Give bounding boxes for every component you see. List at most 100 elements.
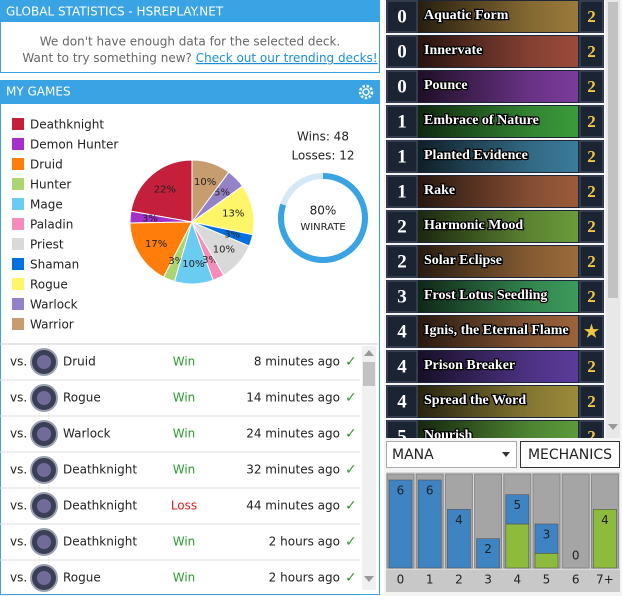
card-art-shade (418, 246, 578, 277)
class-name: Warlock (63, 427, 111, 441)
deck-list: 0 Aquatic Form 2 0 Innervate 2 0 Pounce 2 1 Embrac… (386, 0, 604, 453)
legend-label: Warlock (30, 298, 78, 312)
message: We don't have enough data for the select… (40, 35, 340, 49)
game-row[interactable]: vs. Rogue Win 2 hours ago ✓ (0, 564, 360, 596)
mana-cost: 6 (572, 573, 580, 587)
count-box (579, 350, 604, 383)
count-box (579, 140, 604, 173)
legend-swatch (12, 238, 24, 250)
count-box (579, 105, 604, 138)
winrate-value: 80% (310, 204, 337, 218)
deck-scrollbar[interactable] (606, 0, 620, 438)
check: ✓ (345, 534, 357, 550)
class-name: Rogue (63, 571, 101, 585)
game-row[interactable]: vs. Deathknight Win 32 minutes ago ✓ (0, 456, 360, 489)
dropdown-label: MANA (392, 447, 434, 463)
card-count: 2 (587, 182, 596, 201)
losses: Losses: 12 (291, 149, 354, 163)
card-count: 2 (587, 77, 596, 96)
card-row[interactable]: 2 Harmonic Mood 2 (386, 210, 604, 243)
legend-label: Deathknight (30, 118, 104, 132)
mana-bar (447, 509, 471, 569)
check: ✓ (345, 570, 357, 586)
game-row[interactable]: vs. Deathknight Loss 44 minutes ago ✓ (0, 492, 360, 525)
legend-swatch (12, 198, 24, 210)
games-header (0, 80, 380, 104)
time: 8 minutes ago (254, 355, 340, 369)
games-scrollbar[interactable] (362, 346, 376, 590)
legend-swatch (12, 138, 24, 150)
card-count: 2 (587, 252, 596, 271)
card-art-shade (418, 176, 578, 207)
count-box (579, 280, 604, 313)
card-art-shade (418, 316, 578, 347)
mana-dropdown[interactable]: MANA (386, 441, 517, 468)
mana-count: 6 (426, 484, 434, 498)
card-row[interactable]: 1 Planted Evidence 2 (386, 140, 604, 173)
card-row[interactable]: 5 Nourish 2 (386, 420, 604, 453)
card-row[interactable]: 1 Rake 2 (386, 175, 604, 208)
game-row[interactable]: vs. Rogue Win 14 minutes ago ✓ (0, 384, 360, 417)
card-name: Nourish (424, 428, 472, 443)
count-box (579, 70, 604, 103)
check: ✓ (345, 498, 357, 514)
mechanics-button[interactable]: MECHANICS (520, 441, 620, 468)
card-name: Solar Eclipse (424, 253, 502, 268)
slice-label: 3% (224, 230, 240, 241)
class-icon-inner (37, 391, 51, 405)
slice-label: 5% (214, 187, 230, 198)
card-count: 2 (587, 217, 596, 236)
card-row[interactable]: 0 Aquatic Form 2 (386, 0, 604, 33)
global-title: GLOBAL STATISTICS - HSREPLAY.NET (6, 5, 224, 19)
card-name: Pounce (424, 78, 468, 93)
trending-link[interactable]: Check out our trending decks! (196, 51, 378, 65)
result: Win (173, 355, 196, 369)
card-row[interactable]: 2 Solar Eclipse 2 (386, 245, 604, 278)
legend-swatch (12, 178, 24, 190)
mana-count: 3 (543, 528, 551, 542)
winrate-caption: WINRATE (300, 222, 345, 233)
count-box (579, 245, 604, 278)
cost-box (386, 245, 418, 278)
slice-label: 10% (194, 177, 216, 188)
mana-bar (505, 523, 530, 569)
games-list: vs. Druid Win 8 minutes ago ✓ vs. Rogue Win 14 m… (0, 348, 360, 596)
card-row[interactable]: 4 Prison Breaker 2 (386, 350, 604, 383)
result: Win (173, 427, 196, 441)
card-row[interactable]: 3 Frost Lotus Seedling 2 (386, 280, 604, 313)
game-row[interactable]: vs. Druid Win 8 minutes ago ✓ (0, 348, 360, 381)
settings-icon[interactable] (358, 84, 374, 100)
card-name: Aquatic Form (424, 8, 509, 23)
card-name: Rake (424, 183, 455, 198)
class-icon-inner (37, 427, 51, 441)
card-row[interactable]: 1 Embrace of Nature 2 (386, 105, 604, 138)
mana-count: 6 (397, 484, 405, 498)
time: 14 minutes ago (246, 391, 340, 405)
mana-cost: 3 (484, 573, 492, 587)
vs-label: vs. (10, 427, 27, 441)
legend-label: Hunter (30, 178, 71, 192)
cost-box (386, 0, 418, 33)
mana-axis-bg (386, 570, 620, 592)
legend-label: Priest (30, 238, 64, 252)
card-cost: 2 (397, 216, 407, 237)
game-row[interactable]: vs. Deathknight Win 2 hours ago ✓ (0, 528, 360, 561)
class-icon-inner (37, 355, 51, 369)
cost-box (386, 210, 418, 243)
result: Win (173, 571, 196, 585)
time: 2 hours ago (269, 571, 340, 585)
game-row[interactable]: vs. Warlock Win 24 minutes ago ✓ (0, 420, 360, 453)
slice-label: 22% (154, 185, 176, 196)
vs-label: vs. (10, 499, 27, 513)
legend-swatch (12, 258, 24, 270)
legend-swatch (12, 318, 24, 330)
button-label: MECHANICS (528, 447, 612, 463)
legend-label: Shaman (30, 258, 79, 272)
card-row[interactable]: 0 Pounce 2 (386, 70, 604, 103)
card-row[interactable]: 4 Spread the Word 2 (386, 385, 604, 418)
card-row[interactable]: 4 Ignis, the Eternal Flame ★ (386, 315, 604, 348)
card-row[interactable]: 0 Innervate 2 (386, 35, 604, 68)
check: ✓ (345, 462, 357, 478)
result: Win (173, 463, 196, 477)
